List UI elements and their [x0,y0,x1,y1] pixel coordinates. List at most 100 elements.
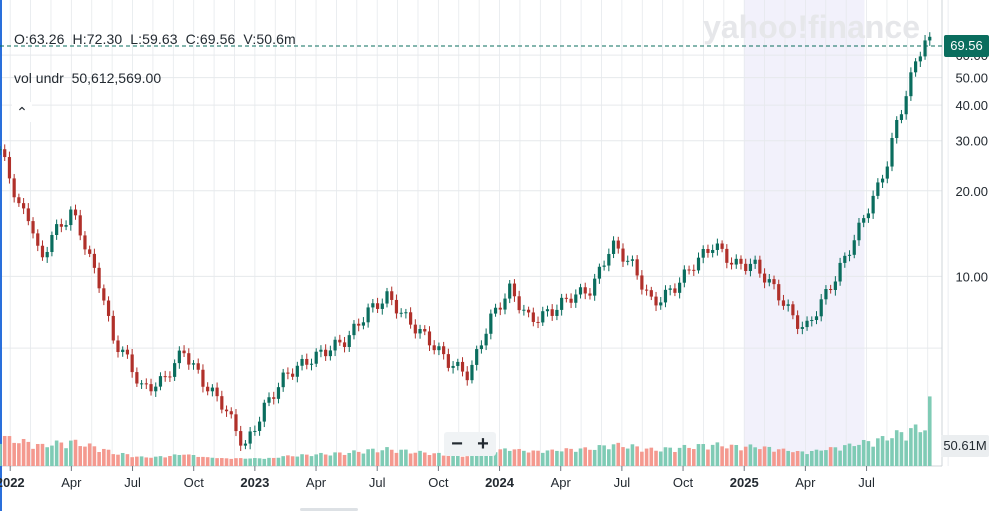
volume-bar [205,457,210,466]
volume-bar [616,442,621,466]
candle-body [92,253,96,268]
candle-body [734,258,738,265]
candle-body [305,358,309,365]
volume-bar [833,447,838,466]
candle-body [871,195,875,214]
candle-body [291,373,295,377]
volume-bar [776,449,781,466]
candle-body [701,248,705,258]
volume-bar [451,454,455,466]
volume-bar [427,455,432,466]
volume-bar [729,444,734,466]
candle-body [262,402,266,422]
volume-bar [573,451,578,466]
volume-bar [276,457,281,466]
candle-body [116,340,120,353]
y-tick-label: 50.00 [955,71,988,86]
candle-body [7,157,12,179]
candle-body [130,354,134,373]
candle-body [833,281,837,290]
candle-body [611,240,616,254]
volume-bar [668,447,672,466]
candle-body [479,345,484,350]
volume-bar [12,442,16,466]
candle-body [843,255,847,263]
candle-body [786,304,790,306]
volume-bar [522,450,526,466]
volume-bar [224,458,229,466]
volume-bar [866,441,871,466]
x-tick-label: 2025 [730,475,759,490]
candle-body [928,36,932,41]
volume-bar [418,450,422,466]
candle-body [522,309,526,311]
volume-bar [191,455,196,466]
x-tick-label: Oct [184,475,205,490]
volume-bar [106,449,111,466]
volume-bar [720,446,724,466]
volume-bar [640,451,644,466]
zoom-out-button[interactable]: − [451,433,463,455]
candle-body [442,346,446,355]
candle-body [810,320,814,322]
candle-body [437,346,441,351]
candle-body [201,369,205,387]
volume-bar [238,458,243,466]
candle-body [550,309,554,316]
candle-body [196,363,200,370]
volume-bar [257,458,262,466]
zoom-in-button[interactable]: + [477,433,489,455]
volume-bar [40,443,45,466]
candle-body [824,289,828,300]
candle-body [413,324,417,334]
candle-body [772,279,776,285]
candle-body [106,300,111,316]
x-tick-label: 2023 [240,475,269,490]
volume-bar [262,458,267,466]
volume-bar [706,449,710,466]
volume-bar [83,446,87,466]
candle-body [711,249,715,253]
volume-bar [135,456,139,466]
candle-body [517,296,521,311]
candle-body [762,273,767,283]
candle-body [706,248,710,253]
volume-bar [536,450,540,466]
volume-bar [734,444,739,466]
candle-body [465,371,469,381]
candle-body [342,342,347,347]
candle-body [715,243,719,250]
volume-bar [347,452,352,466]
candle-body [460,361,465,372]
candle-body [583,287,587,294]
candle-body [69,209,73,226]
volume-bar [795,450,800,466]
volume-bar [479,453,484,466]
candle-body [725,248,729,263]
volume-bar [290,456,295,466]
candle-body [352,323,356,336]
volume-bar [422,452,427,466]
candle-body [692,269,696,271]
chevron-up-icon[interactable]: ⌃ [12,102,32,122]
candle-body [791,304,795,316]
volume-bar [583,447,588,466]
volume-bar [413,452,418,466]
volume-bar [130,457,134,466]
volume-bar [92,446,97,466]
candle-body [59,224,63,227]
volume-bar [182,454,186,466]
candle-body [475,349,479,365]
candle-body [361,322,366,326]
candle-body [456,361,460,366]
candle-body [508,283,512,299]
volume-bar [465,456,470,466]
volume-bar [35,444,40,466]
horizontal-scroll-thumb[interactable] [300,508,358,511]
volume-bar [361,453,366,466]
volume-bar [470,454,474,466]
volume-bar [163,457,167,466]
y-tick-label: 10.00 [955,269,988,284]
candle-body [423,328,427,332]
